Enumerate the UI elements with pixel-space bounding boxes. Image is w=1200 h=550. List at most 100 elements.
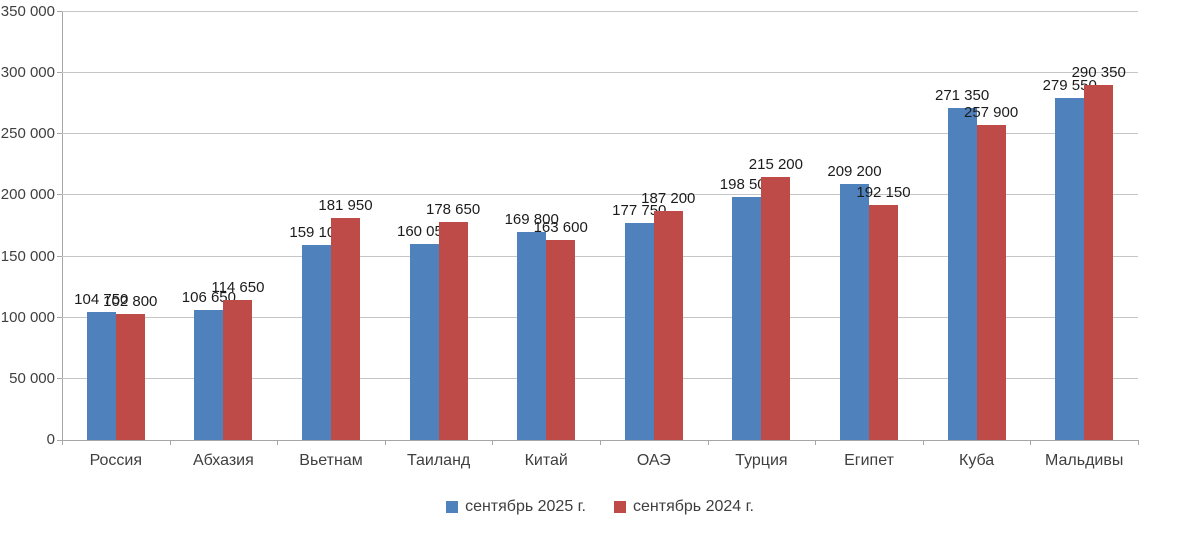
- value-label: 104 750: [74, 291, 129, 308]
- bar-sep-2025: [732, 197, 762, 440]
- y-axis-tick-label: 150 000: [0, 247, 55, 265]
- legend-swatch-icon: [614, 501, 626, 513]
- category-label: Куба: [958, 452, 995, 469]
- y-axis-tick-label: 100 000: [0, 308, 55, 326]
- legend-label: сентябрь 2024 г.: [633, 498, 754, 515]
- y-axis-tick: [57, 194, 62, 196]
- bar-group: 279 550 290 350: [1030, 12, 1138, 440]
- value-label: 177 750: [612, 202, 667, 219]
- value-label: 187 200: [641, 190, 696, 207]
- bar-sep-2024: [223, 300, 253, 440]
- bar-sep-2025: [839, 184, 869, 440]
- legend-label: сентябрь 2025 г.: [465, 498, 586, 515]
- gridline: [62, 255, 1138, 257]
- bar-sep-2024: [115, 314, 145, 440]
- bar-group: 177 750 187 200: [600, 12, 708, 440]
- gridline: [62, 133, 1138, 135]
- value-label: 102 800: [103, 293, 158, 310]
- y-axis-tick: [57, 11, 62, 12]
- y-axis-tick: [57, 377, 62, 379]
- y-axis-tick: [57, 255, 62, 257]
- value-label: 279 550: [1042, 77, 1097, 94]
- bar-sep-2024: [330, 218, 360, 440]
- y-axis-tick-label: 350 000: [0, 3, 55, 20]
- legend-swatch-icon: [446, 501, 459, 513]
- x-axis-tick: [277, 440, 278, 445]
- y-axis-tick: [57, 440, 62, 441]
- y-axis-line: [62, 12, 63, 441]
- y-axis-tick-label: 200 000: [0, 186, 55, 204]
- value-label: 271 350: [934, 87, 990, 104]
- bar-group: 106 650 114 650: [170, 12, 278, 440]
- y-axis-tick: [57, 133, 62, 135]
- x-axis-tick: [600, 440, 601, 445]
- x-axis-tick: [708, 440, 709, 445]
- x-axis-tick: [170, 440, 171, 445]
- bar-sep-2024: [761, 177, 791, 440]
- y-axis-tick-label: 0: [46, 431, 55, 448]
- bar-group: 209 200 192 150: [815, 12, 923, 440]
- x-axis-tick: [1030, 440, 1031, 445]
- bar-sep-2025: [947, 108, 977, 440]
- x-axis-tick: [1138, 440, 1139, 445]
- gridline: [62, 194, 1138, 196]
- category-label: Китай: [524, 452, 568, 469]
- value-label: 198 500: [719, 176, 775, 193]
- plot-area: 104 750 102 800 106 650 114 650 159 100 181 9…: [62, 11, 1138, 441]
- bar-sep-2025: [301, 245, 331, 440]
- bar-sep-2024: [1084, 85, 1114, 440]
- bar-sep-2024: [976, 125, 1006, 440]
- category-label: Вьетнам: [299, 452, 363, 469]
- category-label: Абхазия: [193, 452, 254, 469]
- value-label: 215 200: [748, 156, 804, 173]
- value-label: 257 900: [963, 104, 1019, 121]
- bar-group: 169 800 163 600: [492, 12, 600, 440]
- bar-sep-2024: [546, 240, 576, 440]
- legend-item-sep-2024: сентябрь 2024 г.: [614, 498, 754, 516]
- gridline: [62, 11, 1138, 12]
- y-axis-tick: [57, 72, 62, 74]
- chart-legend: сентябрь 2025 г. сентябрь 2024 г.: [62, 498, 1138, 516]
- value-label: 192 150: [856, 184, 911, 201]
- x-axis-tick: [492, 440, 493, 445]
- value-label: 178 650: [425, 201, 481, 218]
- bar-group: 104 750 102 800: [62, 12, 170, 440]
- category-label: Таиланд: [406, 452, 471, 469]
- bar-sep-2025: [624, 223, 654, 440]
- value-label: 106 650: [181, 289, 237, 306]
- category-label: Россия: [89, 452, 143, 469]
- bar-group: 198 500 215 200: [708, 12, 816, 440]
- gridline: [62, 377, 1138, 379]
- value-label: 160 050: [396, 223, 452, 240]
- legend-item-sep-2025: сентябрь 2025 г.: [446, 498, 586, 516]
- y-axis-tick-label: 300 000: [0, 64, 55, 82]
- bar-group: 159 100 181 950: [277, 12, 385, 440]
- bar-sep-2024: [438, 222, 468, 440]
- bar-sep-2024: [868, 205, 898, 440]
- bar-sep-2024: [653, 211, 683, 440]
- gridline: [62, 316, 1138, 318]
- category-label: Египет: [844, 452, 894, 469]
- y-axis-tick-label: 250 000: [0, 125, 55, 143]
- value-label: 181 950: [318, 197, 373, 214]
- gridline: [62, 72, 1138, 74]
- bar-sep-2025: [1055, 98, 1085, 440]
- bar-sep-2025: [517, 232, 547, 440]
- x-axis-tick: [62, 440, 63, 445]
- bar-group: 271 350 257 900: [923, 12, 1031, 440]
- x-axis-tick: [385, 440, 386, 445]
- y-axis-tick-label: 50 000: [9, 369, 55, 387]
- x-axis-tick: [923, 440, 924, 445]
- bar-sep-2025: [86, 312, 116, 440]
- bar-sep-2025: [194, 310, 224, 440]
- category-label: Мальдивы: [1045, 452, 1124, 469]
- value-label: 209 200: [827, 163, 882, 180]
- bar-group: 160 050 178 650: [385, 12, 493, 440]
- category-label: ОАЭ: [636, 452, 671, 469]
- bar-sep-2025: [409, 244, 439, 440]
- x-axis-tick: [815, 440, 816, 445]
- value-label: 159 100: [289, 224, 344, 241]
- value-label: 169 800: [504, 211, 559, 228]
- y-axis-tick: [57, 316, 62, 318]
